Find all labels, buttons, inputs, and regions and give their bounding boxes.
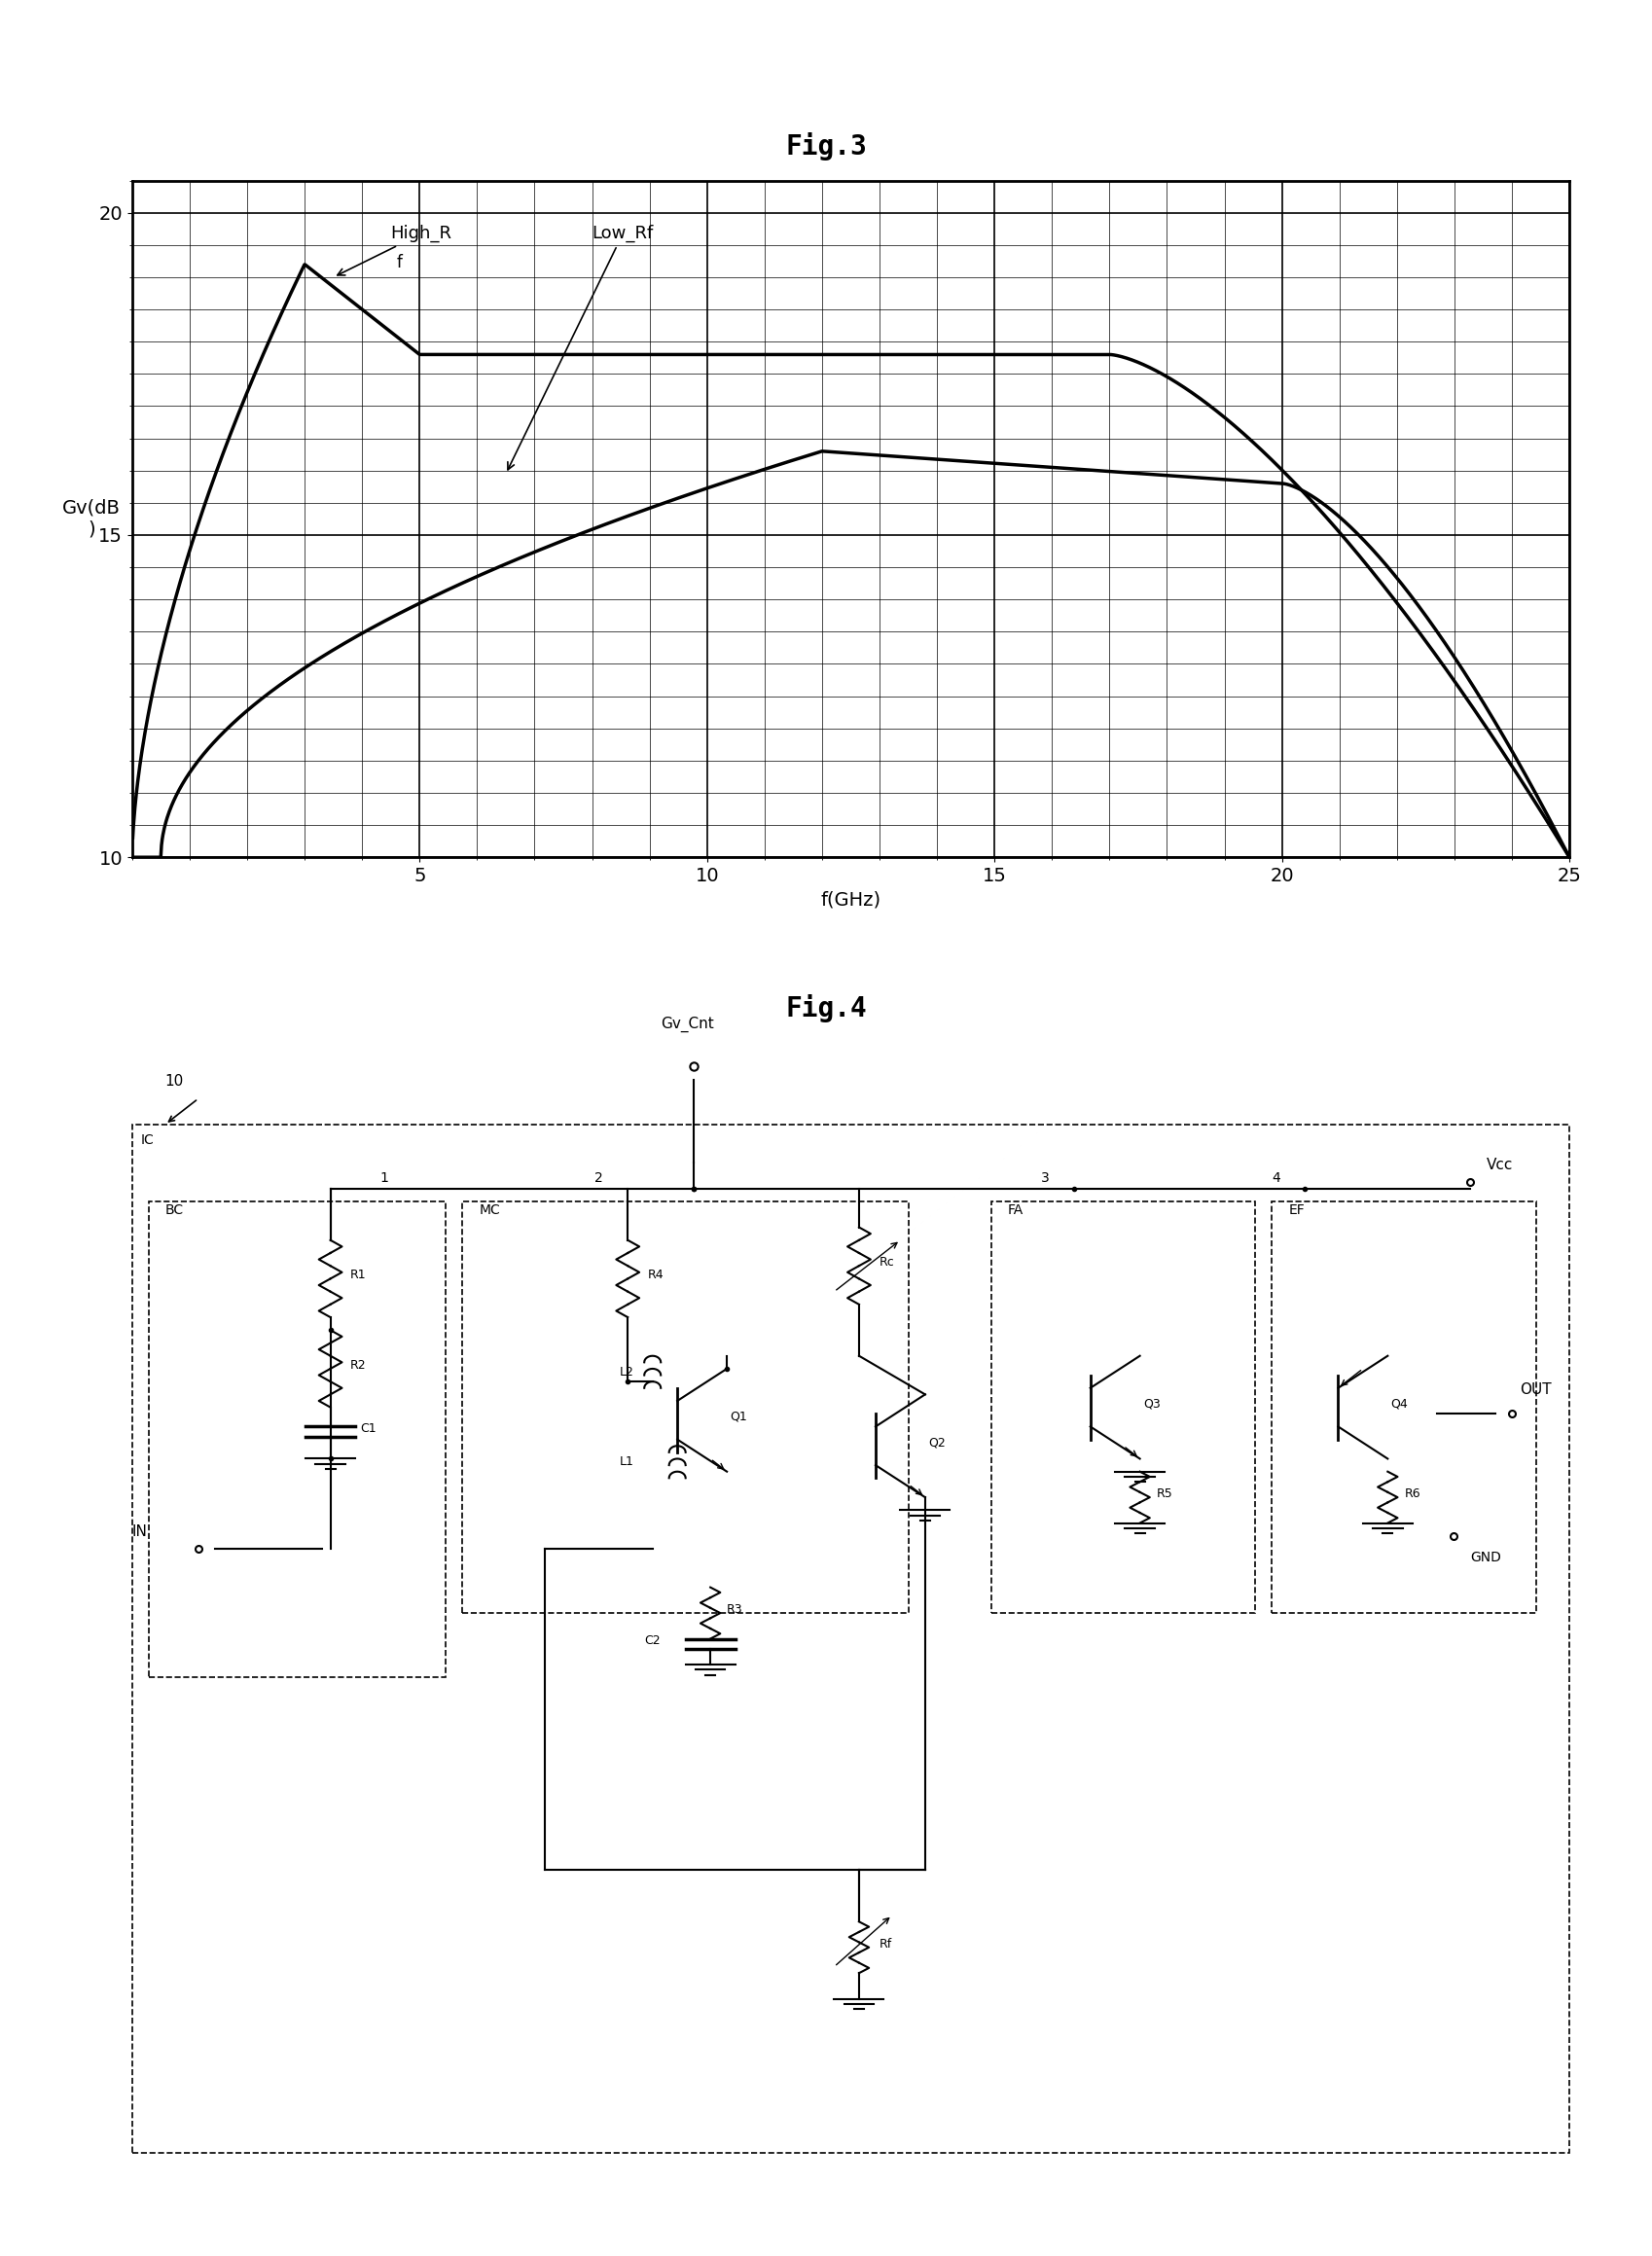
Text: Fig.4: Fig.4 xyxy=(785,995,867,1022)
Text: Vcc: Vcc xyxy=(1487,1157,1513,1173)
Text: Q4: Q4 xyxy=(1391,1396,1408,1410)
Text: GND: GND xyxy=(1470,1550,1502,1563)
Text: Gv_Cnt: Gv_Cnt xyxy=(661,1015,714,1031)
Text: High_R: High_R xyxy=(337,226,453,275)
Text: R1: R1 xyxy=(350,1268,367,1281)
Text: 4: 4 xyxy=(1272,1171,1280,1184)
Text: 1: 1 xyxy=(380,1171,388,1184)
Text: f: f xyxy=(396,255,403,271)
Text: 10: 10 xyxy=(165,1074,183,1090)
Text: OUT: OUT xyxy=(1520,1383,1551,1396)
Text: R6: R6 xyxy=(1404,1487,1421,1500)
Text: IC: IC xyxy=(140,1133,154,1146)
Text: R4: R4 xyxy=(648,1268,664,1281)
Text: EF: EF xyxy=(1289,1205,1305,1218)
X-axis label: f(GHz): f(GHz) xyxy=(821,891,881,909)
Text: FA: FA xyxy=(1008,1205,1024,1218)
Text: L1: L1 xyxy=(620,1455,634,1469)
Text: R5: R5 xyxy=(1156,1487,1173,1500)
Text: Q1: Q1 xyxy=(730,1410,747,1424)
Text: R2: R2 xyxy=(350,1358,367,1372)
Text: 3: 3 xyxy=(1041,1171,1049,1184)
Text: BC: BC xyxy=(165,1205,183,1218)
Text: Rc: Rc xyxy=(879,1257,894,1268)
Text: Q2: Q2 xyxy=(928,1437,945,1448)
Text: 2: 2 xyxy=(595,1171,603,1184)
Text: IN: IN xyxy=(132,1525,147,1539)
Text: Low_Rf: Low_Rf xyxy=(507,226,654,469)
Text: L2: L2 xyxy=(620,1365,634,1378)
Text: MC: MC xyxy=(479,1205,501,1218)
Text: C2: C2 xyxy=(644,1633,661,1647)
Text: Q3: Q3 xyxy=(1143,1396,1160,1410)
Y-axis label: Gv(dB
): Gv(dB ) xyxy=(63,499,121,539)
Text: Fig.3: Fig.3 xyxy=(785,133,867,160)
Text: Rf: Rf xyxy=(879,1938,892,1949)
Text: R3: R3 xyxy=(727,1604,743,1615)
Text: C1: C1 xyxy=(360,1421,377,1435)
